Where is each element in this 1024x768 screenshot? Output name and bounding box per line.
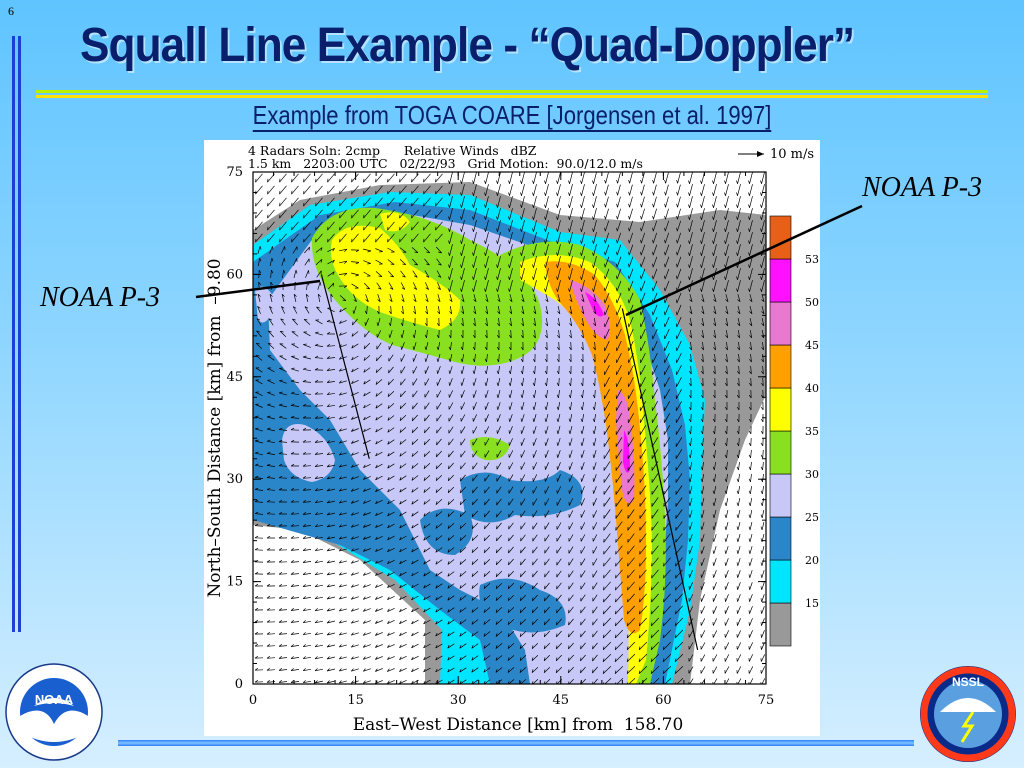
y-axis-label: North–South Distance [km] from –9.80 [205, 258, 225, 597]
left-accent-bar [18, 36, 21, 632]
x-tick-label: 15 [347, 693, 364, 708]
callout-noaa-p3-right: NOAA P-3 [862, 172, 983, 203]
y-tick-label: 15 [226, 575, 243, 590]
colorbar-tick-label: 35 [805, 425, 819, 438]
colorbar-swatch [769, 430, 792, 475]
slide-subtitle: Example from TOGA COARE [Jorgensen et al… [252, 100, 772, 132]
colorbar-swatch [769, 559, 792, 604]
colorbar-swatch [769, 516, 792, 561]
colorbar-swatch [769, 473, 792, 518]
x-axis-label: East–West Distance [km] from 158.70 [353, 715, 684, 735]
y-tick-label: 45 [226, 370, 243, 385]
x-tick-label: 45 [553, 693, 570, 708]
reflectivity-field [253, 172, 766, 684]
y-tick-label: 0 [235, 677, 243, 692]
title-underline [36, 90, 988, 93]
footer-rule [118, 740, 914, 746]
vector-scale-arrowhead [757, 151, 764, 157]
x-tick-label: 0 [249, 693, 257, 708]
y-tick-label: 60 [226, 267, 243, 282]
wind-vector [254, 172, 766, 684]
colorbar-tick-label: 45 [805, 339, 819, 352]
x-axis: 0 15 30 45 60 75 [249, 172, 774, 708]
noaa-logo: NOAA [5, 663, 103, 761]
colorbar-tick-label: 25 [805, 511, 819, 524]
slide-number: 6 [8, 4, 14, 18]
svg-text:NOAA: NOAA [35, 692, 74, 707]
colorbar-swatch [769, 215, 792, 260]
y-tick-label: 30 [226, 472, 243, 487]
slide-title: Squall Line Example - “Quad-Doppler” [80, 19, 855, 72]
x-tick-label: 30 [450, 693, 467, 708]
callout-pointer-right [625, 204, 863, 317]
title-underline [36, 95, 988, 98]
colorbar-tick-label: 50 [805, 296, 819, 309]
y-tick-label: 75 [226, 165, 243, 180]
x-tick-label: 60 [655, 693, 672, 708]
chart-header-line1: 4 Radars Soln: 2cmp Relative Winds dBZ [248, 143, 537, 158]
flight-track [621, 308, 699, 650]
plot-frame [252, 171, 767, 685]
wind-vector-field [254, 172, 766, 684]
colorbar-swatch [769, 258, 792, 303]
colorbar-swatch [769, 344, 792, 389]
flight-track [320, 274, 370, 459]
colorbar-swatch [769, 387, 792, 432]
colorbar-tick-label: 30 [805, 468, 819, 481]
callout-pointer-left [195, 279, 321, 299]
colorbar-swatch [769, 301, 792, 346]
svg-text:NSSL: NSSL [952, 675, 984, 689]
x-tick-label: 75 [758, 693, 775, 708]
nssl-logo: NSSL [920, 666, 1016, 762]
y-axis: 0 15 30 45 60 75 [226, 165, 766, 692]
chart-header-line2: 1.5 km 2203:00 UTC 02/22/93 Grid Motion:… [248, 156, 643, 171]
colorbar-tick-label: 53 [805, 253, 819, 266]
left-accent-bar [12, 36, 15, 632]
colorbar-legend: 15 20 25 30 35 40 45 50 53 [769, 215, 819, 647]
vector-scale-label: 10 m/s [770, 147, 814, 162]
colorbar-tick-label: 40 [805, 382, 819, 395]
colorbar-swatch [769, 602, 792, 647]
callout-noaa-p3-left: NOAA P-3 [40, 282, 161, 313]
colorbar-tick-label: 15 [805, 597, 819, 610]
colorbar-tick-label: 20 [805, 554, 819, 567]
